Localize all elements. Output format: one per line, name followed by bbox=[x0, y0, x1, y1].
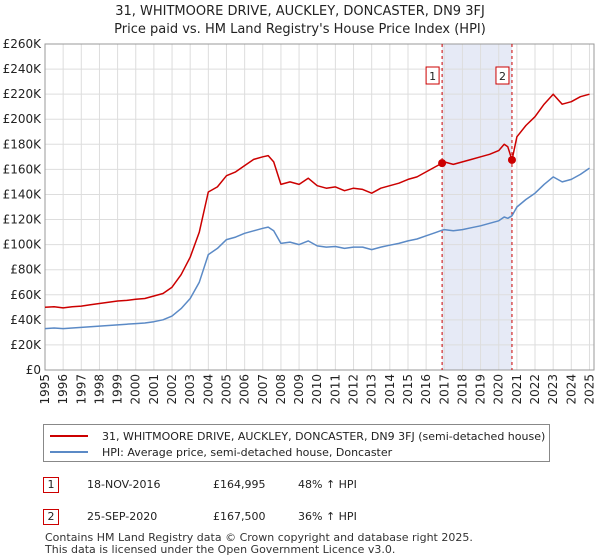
x-tick-label: 1995 bbox=[38, 374, 52, 405]
transaction-number-badge: 1 bbox=[43, 477, 59, 493]
plot-frame bbox=[44, 43, 595, 371]
sale-label-box bbox=[495, 66, 510, 85]
y-tick-label: £140K bbox=[3, 187, 43, 201]
y-tick-label: £40K bbox=[10, 313, 42, 327]
x-tick-label: 2025 bbox=[582, 374, 596, 405]
x-tick-label: 2009 bbox=[292, 374, 306, 405]
sale-label-box bbox=[425, 66, 440, 85]
chart-subtitle: Price paid vs. HM Land Registry's House … bbox=[114, 22, 486, 37]
transaction-hpi-change: 48% ↑ HPI bbox=[298, 478, 357, 491]
sale-point bbox=[507, 155, 516, 164]
x-tick-label: 2013 bbox=[365, 374, 379, 405]
x-tick-label: 2004 bbox=[201, 374, 215, 405]
x-tick-label: 1997 bbox=[74, 374, 88, 405]
property-series-line bbox=[44, 93, 590, 309]
x-tick-label: 2002 bbox=[165, 374, 179, 405]
transaction-date: 18-NOV-2016 bbox=[87, 478, 161, 491]
hpi-series-line bbox=[44, 167, 590, 330]
x-tick-label: 2000 bbox=[129, 374, 143, 405]
x-tick-label: 2018 bbox=[455, 374, 469, 405]
y-tick-label: £260K bbox=[3, 37, 43, 51]
x-tick-label: 2019 bbox=[474, 374, 488, 405]
y-tick-label: £220K bbox=[3, 87, 43, 101]
x-tick-label: 1996 bbox=[56, 374, 70, 405]
y-tick-label: £160K bbox=[3, 162, 43, 176]
footer-licence: This data is licensed under the Open Gov… bbox=[45, 543, 396, 556]
y-tick-label: £120K bbox=[3, 213, 43, 227]
sale-label-text: 1 bbox=[429, 70, 436, 83]
x-tick-label: 2008 bbox=[274, 374, 288, 405]
transaction-price: £164,995 bbox=[213, 478, 266, 491]
x-tick-label: 2022 bbox=[528, 374, 542, 405]
x-tick-label: 1999 bbox=[111, 374, 125, 405]
legend-label-hpi: HPI: Average price, semi-detached house,… bbox=[102, 445, 393, 459]
x-tick-label: 2006 bbox=[238, 374, 252, 405]
footer-copyright: Contains HM Land Registry data © Crown c… bbox=[45, 531, 473, 544]
y-tick-label: £20K bbox=[10, 338, 42, 352]
x-tick-label: 2005 bbox=[219, 374, 233, 405]
x-tick-label: 2017 bbox=[437, 374, 451, 405]
legend-item-property: 31, WHITMOORE DRIVE, AUCKLEY, DONCASTER,… bbox=[50, 429, 545, 443]
sale-period-shade bbox=[442, 44, 512, 370]
x-tick-label: 2001 bbox=[147, 374, 161, 405]
transaction-price: £167,500 bbox=[213, 510, 266, 523]
y-tick-label: £180K bbox=[3, 137, 43, 151]
x-tick-label: 2014 bbox=[383, 374, 397, 405]
sale-label-text: 2 bbox=[499, 70, 506, 83]
y-tick-label: £100K bbox=[3, 238, 43, 252]
chart-title: 31, WHITMOORE DRIVE, AUCKLEY, DONCASTER,… bbox=[115, 4, 485, 19]
x-tick-label: 2021 bbox=[510, 374, 524, 405]
x-tick-label: 1998 bbox=[92, 374, 106, 405]
x-tick-label: 2011 bbox=[328, 374, 342, 405]
x-tick-label: 2020 bbox=[492, 374, 506, 405]
legend-swatch-hpi bbox=[50, 451, 88, 453]
legend-swatch-property bbox=[50, 435, 88, 437]
x-tick-label: 2024 bbox=[564, 374, 578, 405]
x-tick-label: 2012 bbox=[347, 374, 361, 405]
transaction-hpi-change: 36% ↑ HPI bbox=[298, 510, 357, 523]
legend-item-hpi: HPI: Average price, semi-detached house,… bbox=[50, 445, 392, 459]
x-tick-label: 2023 bbox=[546, 374, 560, 405]
x-tick-label: 2016 bbox=[419, 374, 433, 405]
y-tick-label: £0 bbox=[26, 363, 41, 377]
y-tick-label: £60K bbox=[10, 288, 42, 302]
legend: 31, WHITMOORE DRIVE, AUCKLEY, DONCASTER,… bbox=[43, 424, 550, 462]
legend-label-property: 31, WHITMOORE DRIVE, AUCKLEY, DONCASTER,… bbox=[102, 429, 546, 443]
x-tick-label: 2015 bbox=[401, 374, 415, 405]
y-tick-label: £80K bbox=[10, 263, 42, 277]
x-tick-label: 2007 bbox=[256, 374, 270, 405]
y-tick-label: £200K bbox=[3, 112, 43, 126]
x-tick-label: 2010 bbox=[310, 374, 324, 405]
y-tick-label: £240K bbox=[3, 62, 43, 76]
sale-point bbox=[438, 159, 447, 168]
transaction-number-badge: 2 bbox=[43, 509, 59, 525]
price-chart: £0 £20K £40K £60K £80K £100K £120K £140K £160K £1… bbox=[3, 37, 597, 405]
transaction-date: 25-SEP-2020 bbox=[87, 510, 158, 523]
x-tick-label: 2003 bbox=[183, 374, 197, 405]
